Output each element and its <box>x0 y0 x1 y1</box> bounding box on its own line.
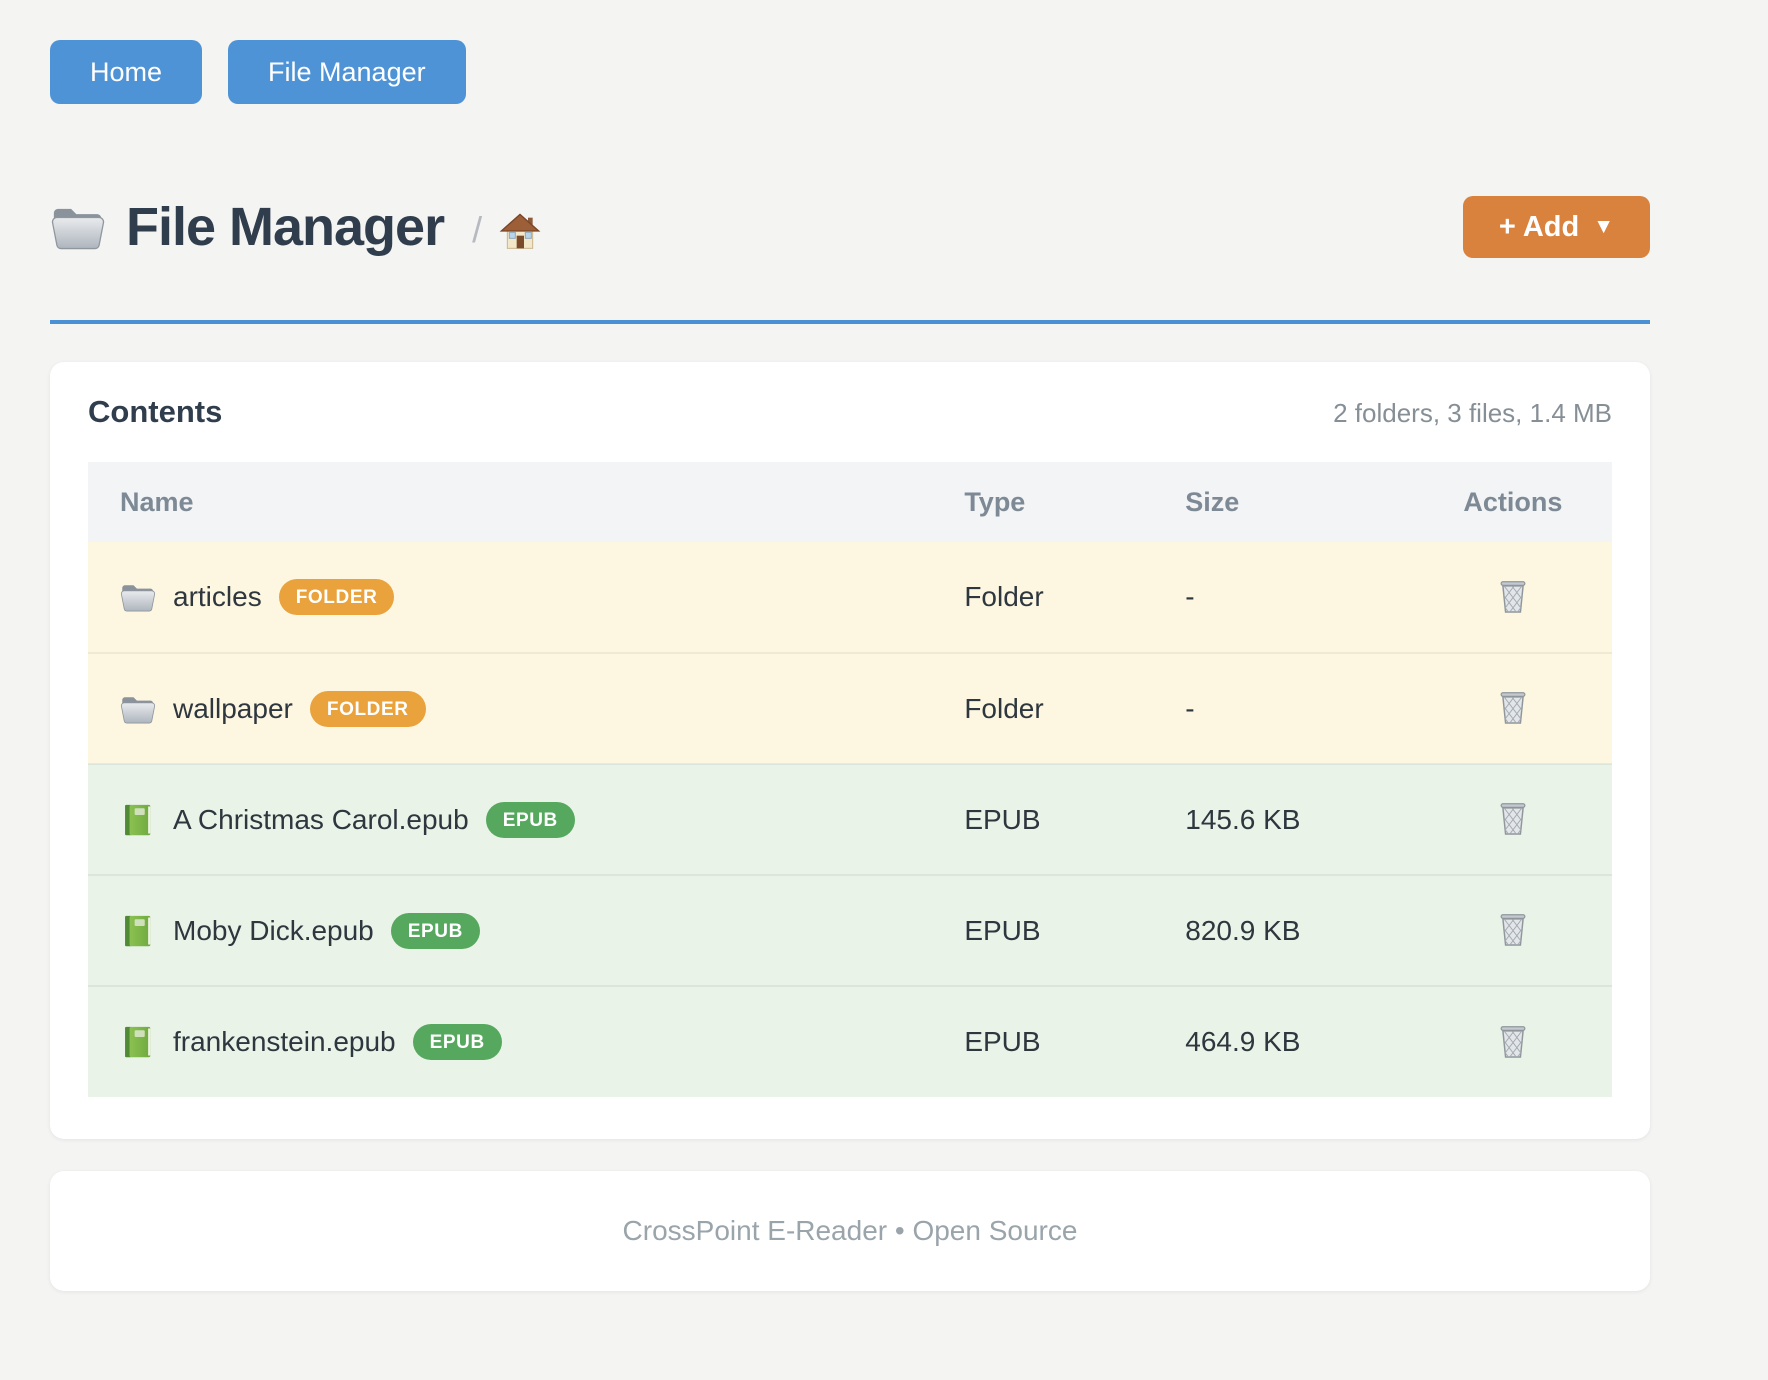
file-name-link[interactable]: wallpaper <box>173 692 293 724</box>
folder-icon <box>120 579 156 615</box>
nav-file-manager-button[interactable]: File Manager <box>228 40 466 104</box>
file-table: Name Type Size Actions articles FOLDER F… <box>88 462 1612 1097</box>
trash-icon <box>1494 1020 1532 1062</box>
column-header-type: Type <box>964 462 1186 542</box>
page-title: File Manager <box>126 197 445 257</box>
add-button[interactable]: + Add ▼ <box>1462 196 1650 258</box>
footer-card: CrossPoint E-Reader • Open Source <box>50 1171 1650 1291</box>
nav-home-button[interactable]: Home <box>50 40 203 104</box>
epub-badge: EPUB <box>390 912 480 949</box>
trash-icon <box>1494 908 1532 950</box>
folder-icon <box>120 691 156 727</box>
type-cell: EPUB <box>964 874 1186 986</box>
file-name-link[interactable]: Moby Dick.epub <box>173 914 374 946</box>
delete-button[interactable] <box>1490 1016 1536 1066</box>
file-name-link[interactable]: articles <box>173 581 262 612</box>
contents-heading: Contents <box>88 394 223 429</box>
footer-text: CrossPoint E-Reader • Open Source <box>622 1215 1078 1246</box>
breadcrumb-separator: / <box>472 209 483 250</box>
size-cell: 145.6 KB <box>1185 763 1414 875</box>
top-nav: Home File Manager <box>50 40 1650 104</box>
size-cell: 820.9 KB <box>1185 874 1414 986</box>
epub-badge: EPUB <box>412 1024 502 1060</box>
table-row[interactable]: A Christmas Carol.epub EPUB EPUB 145.6 K… <box>88 763 1612 875</box>
table-header-row: Name Type Size Actions <box>88 462 1612 542</box>
delete-button[interactable] <box>1490 904 1536 954</box>
size-cell: 464.9 KB <box>1185 985 1414 1097</box>
file-name-link[interactable]: frankenstein.epub <box>173 1026 396 1057</box>
contents-summary: 2 folders, 3 files, 1.4 MB <box>1333 398 1612 428</box>
trash-icon <box>1494 686 1532 728</box>
column-header-actions: Actions <box>1413 462 1612 542</box>
trash-icon <box>1494 575 1532 617</box>
page-header: File Manager / + Add ▼ <box>50 196 1650 258</box>
contents-card: Contents 2 folders, 3 files, 1.4 MB Name… <box>50 362 1650 1139</box>
column-header-size: Size <box>1185 462 1414 542</box>
type-cell: Folder <box>964 652 1186 764</box>
book-icon <box>120 913 156 949</box>
caret-down-icon: ▼ <box>1593 215 1614 238</box>
type-cell: EPUB <box>964 763 1186 875</box>
table-row[interactable]: frankenstein.epub EPUB EPUB 464.9 KB <box>88 985 1612 1097</box>
house-icon <box>498 211 542 251</box>
table-row[interactable]: articles FOLDER Folder - <box>88 542 1612 653</box>
trash-icon <box>1494 797 1532 839</box>
file-name-link[interactable]: A Christmas Carol.epub <box>173 803 469 835</box>
title-group: File Manager / <box>50 196 542 258</box>
table-row[interactable]: wallpaper FOLDER Folder - <box>88 652 1612 764</box>
breadcrumb-home-link[interactable] <box>498 211 542 254</box>
type-cell: EPUB <box>964 985 1186 1097</box>
book-icon <box>120 802 156 838</box>
delete-button[interactable] <box>1490 571 1536 621</box>
delete-button[interactable] <box>1490 793 1536 843</box>
type-cell: Folder <box>964 542 1186 653</box>
add-button-label: + Add <box>1498 210 1580 243</box>
folder-badge: FOLDER <box>309 690 426 727</box>
contents-card-header: Contents 2 folders, 3 files, 1.4 MB <box>88 394 1612 430</box>
book-icon <box>120 1024 156 1060</box>
page-container: Home File Manager File Manager / + Add ▼… <box>50 40 1650 1291</box>
table-row[interactable]: Moby Dick.epub EPUB EPUB 820.9 KB <box>88 874 1612 986</box>
column-header-name: Name <box>88 462 965 542</box>
size-cell: - <box>1185 652 1414 764</box>
title-divider <box>50 320 1650 324</box>
folder-icon <box>50 202 106 252</box>
delete-button[interactable] <box>1490 682 1536 732</box>
folder-badge: FOLDER <box>278 579 395 615</box>
epub-badge: EPUB <box>485 801 575 838</box>
size-cell: - <box>1185 542 1414 653</box>
